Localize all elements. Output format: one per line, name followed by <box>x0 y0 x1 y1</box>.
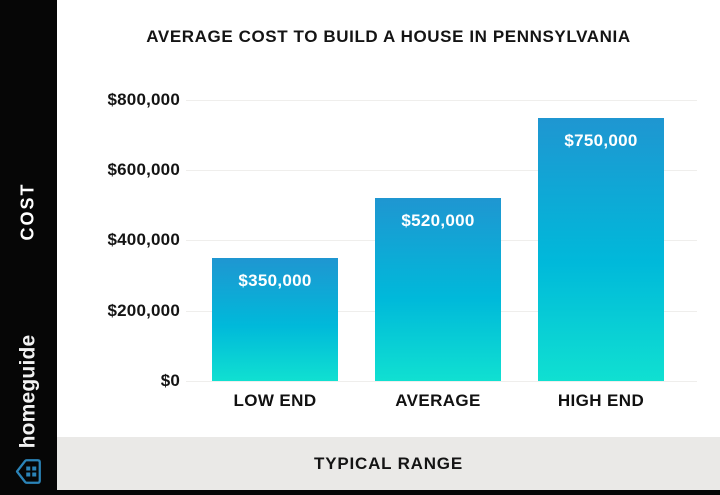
gridline-600k <box>186 170 697 171</box>
y-tick-label: $600,000 <box>107 160 180 179</box>
bar-high-end: $750,000 <box>538 118 664 381</box>
bar-average: $520,000 <box>375 198 501 381</box>
bar-value-label: $750,000 <box>564 131 638 150</box>
brand-wordmark: homeguide <box>16 334 39 449</box>
y-tick-label: $400,000 <box>107 230 180 249</box>
gridline-800k <box>186 100 697 101</box>
y-tick-label: $0 <box>160 371 180 390</box>
gridline-baseline <box>186 381 697 382</box>
x-tick-average: AVERAGE <box>395 391 481 410</box>
sidebar: COST homeguide <box>0 0 57 495</box>
bar-low-end: $350,000 <box>212 258 338 381</box>
typical-range-banner: TYPICAL RANGE <box>57 437 720 490</box>
brand-logo: homeguide <box>0 331 57 491</box>
x-tick-high-end: HIGH END <box>557 391 645 410</box>
chart-title: AVERAGE COST TO BUILD A HOUSE IN PENNSYL… <box>146 27 631 46</box>
bar-value-label: $350,000 <box>238 271 312 290</box>
house-icon <box>15 459 41 484</box>
bottom-edge <box>0 490 720 495</box>
y-tick-label: $800,000 <box>107 90 180 109</box>
x-tick-low-end: LOW END <box>233 391 317 410</box>
y-tick-label: $200,000 <box>107 301 180 320</box>
cost-axis-label: COST <box>17 182 38 241</box>
bar-value-label: $520,000 <box>401 211 475 230</box>
